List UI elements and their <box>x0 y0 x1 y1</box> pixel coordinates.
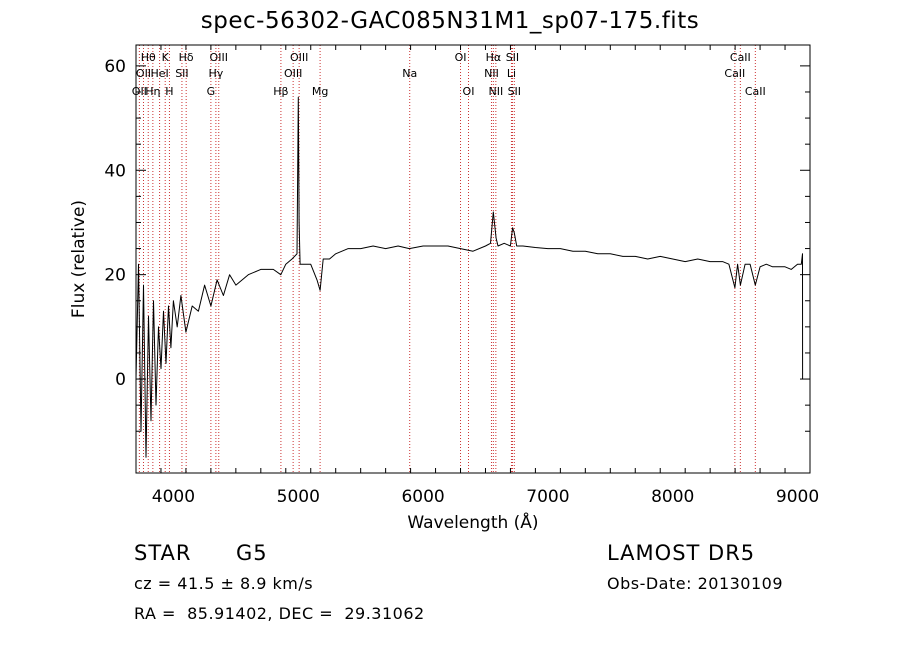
line-marker-label-19: NII <box>484 67 499 80</box>
line-labels-layer: OIIOIIHθHηHeIKHSIIHδGHγOIIIHβOIIIOIIIMgN… <box>132 51 766 98</box>
redshift-velocity: cz = 41.5 ± 8.9 km/s <box>134 574 314 593</box>
line-marker-label-21: NII <box>488 85 503 98</box>
line-marker-label-15: Mg <box>312 85 328 98</box>
line-marker-label-20: Hα <box>486 51 502 64</box>
line-marker-label-9: G <box>207 85 216 98</box>
y-tick-label: 40 <box>104 161 126 181</box>
coordinates: RA = 85.91402, DEC = 29.31062 <box>134 604 425 623</box>
line-marker-label-1: OII <box>136 67 151 80</box>
spectrum-line <box>135 96 804 458</box>
x-tick-label: 7000 <box>526 487 569 507</box>
line-marker-label-8: Hδ <box>179 51 194 64</box>
x-tick-label: 6000 <box>401 487 444 507</box>
x-axis-label: Wavelength (Å) <box>407 511 538 533</box>
line-marker-label-17: OI <box>455 51 467 64</box>
line-marker-label-14: OIII <box>290 51 308 64</box>
line-marker-label-10: Hγ <box>208 67 223 80</box>
plot-frame <box>135 44 811 474</box>
y-axis: 0 20 40 60 <box>104 57 810 432</box>
line-marker-label-26: CaII <box>730 51 751 64</box>
line-marker-label-18: OI <box>463 85 475 98</box>
x-tick-label: 5000 <box>277 487 320 507</box>
line-marker-label-6: H <box>165 85 173 98</box>
line-marker-label-13: OIII <box>284 67 302 80</box>
x-tick-label: 8000 <box>651 487 694 507</box>
spectrum-series-layer <box>135 96 804 458</box>
survey-name: LAMOST DR5 <box>607 541 756 565</box>
x-tick-label: 9000 <box>776 487 819 507</box>
y-tick-label: 0 <box>115 370 126 390</box>
line-marker-label-2: Hθ <box>141 51 156 64</box>
line-marker-label-23: SII <box>506 51 519 64</box>
observation-date: Obs-Date: 20130109 <box>607 574 784 593</box>
line-markers-layer <box>138 45 756 473</box>
line-marker-label-27: CaII <box>745 85 766 98</box>
y-tick-label: 60 <box>104 57 126 77</box>
line-marker-label-16: Na <box>402 67 417 80</box>
line-marker-label-12: Hβ <box>273 85 288 98</box>
spectral-subclass: G5 <box>236 541 268 565</box>
line-marker-label-4: HeI <box>150 67 168 80</box>
line-marker-label-25: CaII <box>724 67 745 80</box>
line-marker-label-22: Li <box>507 67 516 80</box>
object-type: STAR <box>134 541 192 565</box>
y-tick-label: 20 <box>104 266 126 286</box>
x-tick-label: 4000 <box>152 487 195 507</box>
x-axis: 4000 5000 6000 7000 8000 9000 <box>152 45 819 507</box>
y-axis-label: Flux (relative) <box>69 200 89 318</box>
line-marker-label-7: SII <box>175 67 188 80</box>
line-marker-label-5: K <box>162 51 170 64</box>
line-marker-label-11: OIII <box>210 51 228 64</box>
line-marker-label-24: SII <box>508 85 521 98</box>
line-marker-label-3: Hη <box>145 85 160 98</box>
chart-title: spec-56302-GAC085N31M1_sp07-175.fits <box>200 8 700 34</box>
